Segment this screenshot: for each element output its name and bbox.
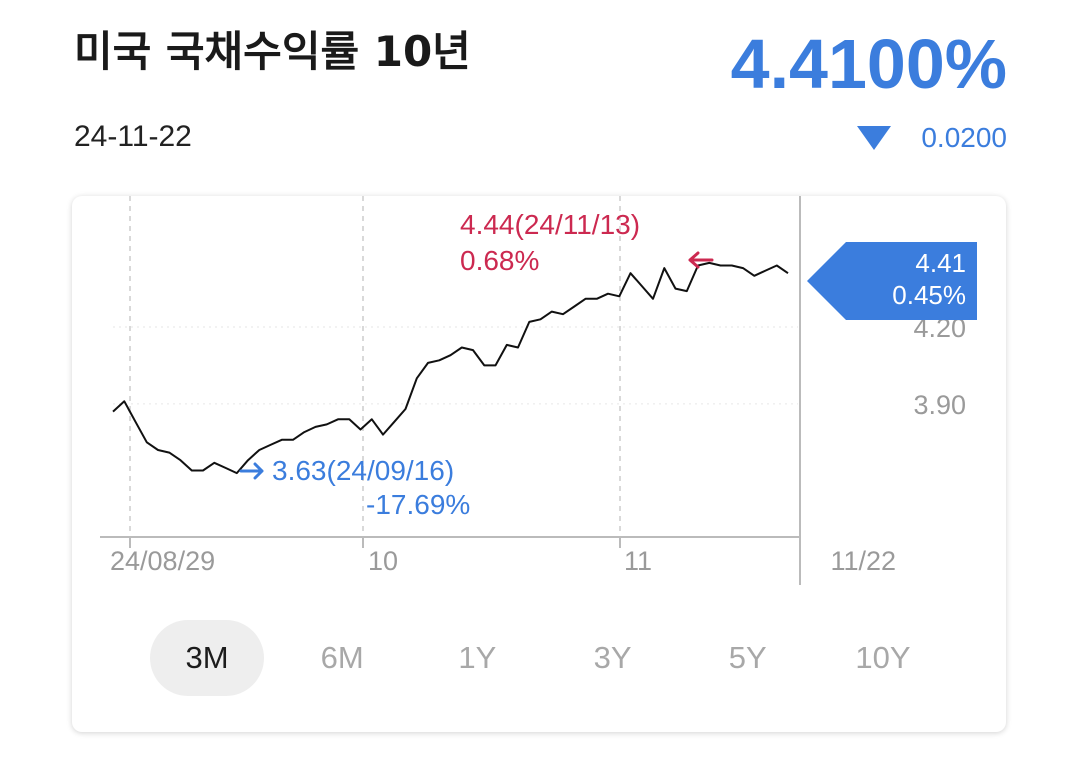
right-arrow-icon — [239, 462, 264, 480]
range-tab-10y[interactable]: 10Y — [855, 640, 911, 675]
chart-labels: 24/08/29 10 11 11/224.203.904.410.45%4.44(2… — [110, 209, 977, 576]
range-tabs: 3M 6M 1Y 3Y 5Y 10Y — [150, 620, 940, 696]
range-tab-5y[interactable]: 5Y — [728, 640, 767, 675]
x-tick-label: 11 — [624, 546, 652, 576]
change-value: 0.0200 — [921, 122, 1007, 153]
x-tick-label: 11/22 — [830, 546, 896, 576]
down-triangle-icon — [857, 126, 892, 150]
current-value-label: 4.41 — [915, 248, 966, 278]
low-annotation-percent: -17.69% — [366, 489, 470, 520]
x-tick-label: 24/08/29 — [110, 546, 215, 576]
range-tab-3y[interactable]: 3Y — [593, 640, 632, 675]
high-annotation-percent: 0.68% — [460, 245, 539, 276]
y-tick-label: 3.90 — [913, 390, 966, 420]
range-tab-6m[interactable]: 6M — [320, 640, 364, 675]
x-tick-label: 10 — [368, 546, 398, 576]
page-title: 미국 국채수익률 10년 — [74, 27, 471, 76]
left-arrow-icon — [688, 251, 714, 269]
current-percent-label: 0.45% — [892, 280, 966, 310]
current-yield: 4.4100% — [730, 25, 1007, 103]
low-annotation-value: 3.63(24/09/16) — [272, 455, 454, 486]
current-value-flag — [807, 242, 977, 320]
range-tab-3m[interactable]: 3M — [150, 620, 264, 696]
change-indicator: 0.0200 — [857, 122, 1007, 154]
chart-grid — [113, 196, 798, 536]
high-annotation-value: 4.44(24/11/13) — [460, 209, 640, 240]
yield-line — [112, 261, 789, 475]
chart-axes — [100, 196, 801, 585]
quote-date: 24-11-22 — [74, 120, 192, 153]
range-tab-1y[interactable]: 1Y — [458, 640, 497, 675]
